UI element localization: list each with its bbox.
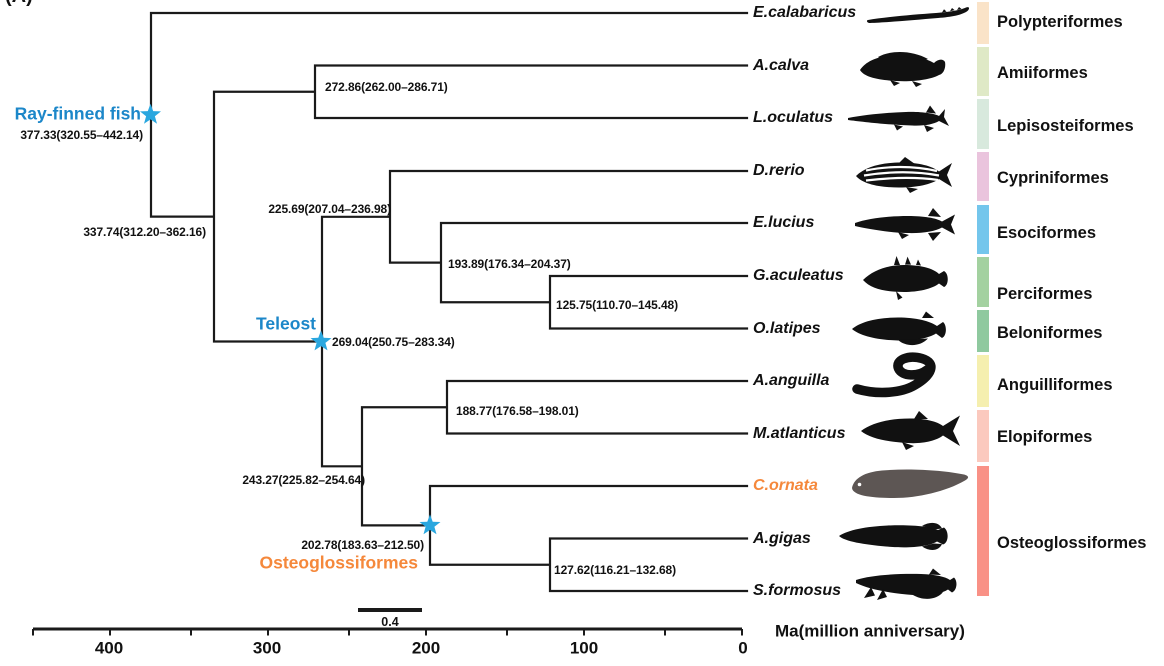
fish-s-formosus-icon [856,568,957,600]
species-label-a-calva: A.calva [753,56,810,74]
axis-tick-400: 400 [94,638,124,658]
fish-d-rerio-icon [856,157,952,193]
fish-l-oculatus-icon [848,105,949,132]
order-label-lepisosteiformes: Lepisosteiformes [997,116,1134,135]
fish-o-latipes-icon [852,311,946,346]
order-label-anguilliformes: Anguilliformes [997,375,1113,394]
node-age-teleost: 269.04(250.75–283.34) [332,335,455,349]
species-label-a-anguilla: A.anguilla [753,372,830,389]
species-label-g-aculeatus: G.aculeatus [753,267,844,284]
fish-a-gigas-icon [839,522,948,551]
order-label-perciformes: Perciformes [997,284,1093,303]
order-strip-osteoglossiformes [977,466,989,596]
order-color-strips [977,2,989,596]
order-strip-beloniformes [977,310,989,352]
axis-tick-100: 100 [569,638,599,658]
order-label-cypriniformes: Cypriniformes [997,168,1109,187]
order-strip-lepisosteiformes [977,99,989,149]
clade-label-ray-finned-fish: Ray-finned fish [14,103,141,124]
scale-bar-label: 0.4 [381,614,399,629]
species-label-a-gigas: A.gigas [753,529,811,547]
fish-silhouettes [839,7,970,600]
fish-m-atlanticus-icon [861,411,960,450]
order-label-polypteriformes: Polypteriformes [997,12,1123,31]
time-axis-ticks [32,629,743,636]
order-strip-perciformes [977,257,989,307]
order-label-esociformes: Esociformes [997,223,1097,242]
fish-a-calva-icon [860,51,946,87]
panel-label: (A) [5,0,33,8]
node-age-193: 193.89(176.34–204.37) [448,257,571,271]
node-age-188: 188.77(176.58–198.01) [456,404,579,418]
fish-c-ornata-icon [852,469,969,498]
order-strip-esociformes [977,205,989,254]
node-age-root: 377.33(320.55–442.14) [20,128,143,142]
order-strip-polypteriformes [977,2,989,44]
star-icon-osteoglossiformes [419,514,441,535]
fish-g-aculeatus-icon [863,256,948,300]
star-icon-teleost [310,330,332,351]
species-label-l-oculatus: L.oculatus [753,109,834,126]
axis-tick-200: 200 [411,638,441,658]
fish-eye-dot [857,482,862,487]
order-strip-elopiformes [977,410,989,462]
order-label-beloniformes: Beloniformes [997,323,1103,342]
order-strip-amiiformes [977,47,989,96]
node-age-225: 225.69(207.04–236.98) [268,202,391,216]
order-label-osteoglossiformes: Osteoglossiformes [997,533,1147,552]
species-label-e-calabaricus: E.calabaricus [753,4,857,21]
fish-e-calabaricus-icon [866,7,970,23]
node-age-272: 272.86(262.00–286.71) [325,80,448,94]
order-label-elopiformes: Elopiformes [997,427,1093,446]
species-label-o-latipes: O.latipes [753,319,821,337]
species-label-s-formosus: S.formosus [753,582,842,599]
node-age-337: 337.74(312.20–362.16) [83,225,206,239]
species-label-c-ornata: C.ornata [753,477,818,494]
fish-a-anguilla-icon [852,352,936,398]
tree-branches-path [149,11,749,593]
species-label-m-atlanticus: M.atlanticus [753,424,846,442]
node-age-125: 125.75(110.70–145.48) [556,298,679,312]
clade-label-osteoglossiformes: Osteoglossiformes [259,552,418,573]
node-age-127: 127.62(116.21–132.68) [554,563,677,577]
clade-label-teleost: Teleost [256,313,316,334]
order-strip-cypriniformes [977,152,989,201]
calibration-stars [140,103,441,535]
fish-e-lucius-icon [855,208,955,241]
node-age-osteoglossiformes: 202.78(183.63–212.50) [301,538,424,552]
order-label-amiiformes: Amiiformes [997,63,1088,82]
axis-title: Ma(million anniversary) [775,621,965,641]
species-label-e-lucius: E.lucius [753,214,815,231]
axis-tick-300: 300 [252,638,282,658]
species-label-d-rerio: D.rerio [753,162,805,179]
node-age-243: 243.27(225.82–254.64) [242,473,365,487]
star-icon-ray-finned-fish [140,103,161,124]
order-strip-anguilliformes [977,355,989,407]
axis-tick-0: 0 [738,638,748,658]
